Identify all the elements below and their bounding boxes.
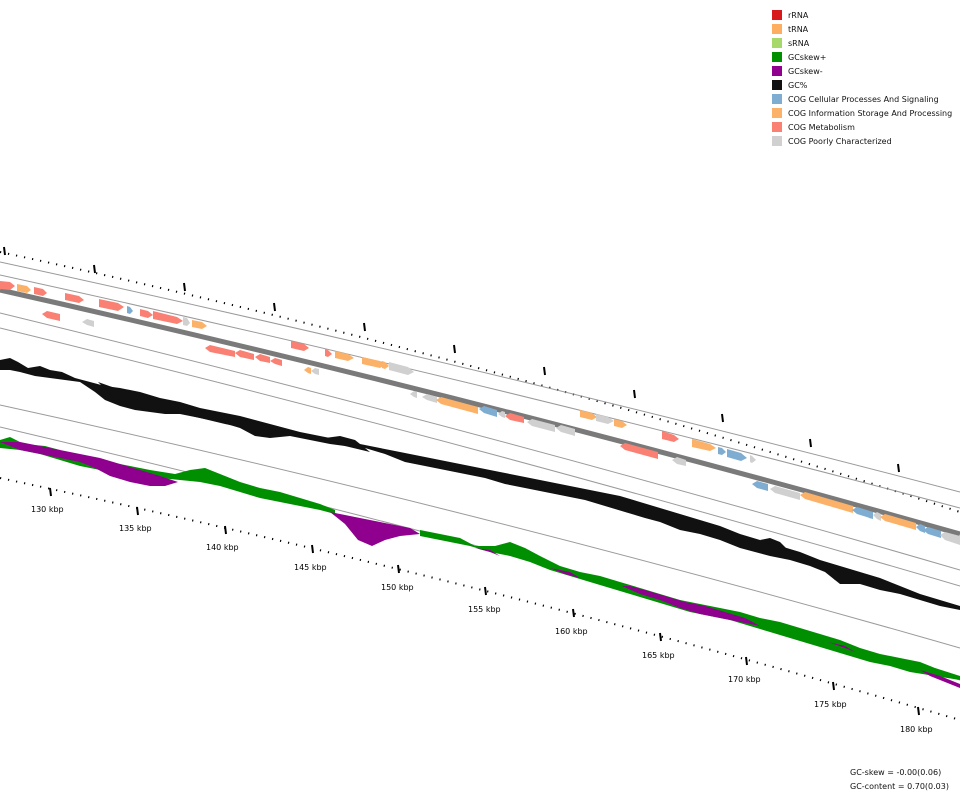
legend-item-srna: sRNA xyxy=(772,36,952,50)
gc-content-track xyxy=(0,358,960,610)
legend-label: GC% xyxy=(788,80,808,90)
tick-label: 140 kbp xyxy=(206,543,239,552)
tick-label: 145 kbp xyxy=(294,563,327,572)
legend-item-gcskew-plus: GCskew+ xyxy=(772,50,952,64)
legend-item-cog-poorly: COG Poorly Characterized xyxy=(772,134,952,148)
legend-label: COG Information Storage And Processing xyxy=(788,108,953,118)
legend-item-gc-percent: GC% xyxy=(772,78,952,92)
legend-item-rrna: rRNA xyxy=(772,8,952,22)
legend-swatch xyxy=(772,52,782,62)
tick-label: 170 kbp xyxy=(728,675,761,684)
legend-label: rRNA xyxy=(788,10,809,20)
gc-content-stat: GC-content = 0.70(0.03) xyxy=(850,782,949,791)
legend-swatch xyxy=(772,24,782,34)
legend-label: GCskew+ xyxy=(788,52,827,62)
stats-panel: GC-skew = -0.00(0.06) GC-content = 0.70(… xyxy=(850,766,949,794)
tick-label: 135 kbp xyxy=(119,524,152,533)
legend-item-trna: tRNA xyxy=(772,22,952,36)
reverse-strand-genes xyxy=(42,311,960,545)
legend-swatch xyxy=(772,122,782,132)
tick-label: 175 kbp xyxy=(814,700,847,709)
legend-swatch xyxy=(772,108,782,118)
legend-item-gcskew-minus: GCskew- xyxy=(772,64,952,78)
legend-swatch xyxy=(772,38,782,48)
forward-strand-genes xyxy=(0,281,756,463)
tick-label: 155 kbp xyxy=(468,605,501,614)
tick-label: 160 kbp xyxy=(555,627,588,636)
legend: rRNA tRNA sRNA GCskew+ GCskew- GC% COG C… xyxy=(772,8,952,148)
legend-swatch xyxy=(772,80,782,90)
legend-item-cog-cellular: COG Cellular Processes And Signaling xyxy=(772,92,952,106)
tick-label: 165 kbp xyxy=(642,651,675,660)
legend-item-cog-metabolism: COG Metabolism xyxy=(772,120,952,134)
tick-label: 150 kbp xyxy=(381,583,414,592)
legend-swatch xyxy=(772,66,782,76)
legend-swatch xyxy=(772,94,782,104)
tick-label: 180 kbp xyxy=(900,725,933,734)
legend-swatch xyxy=(772,136,782,146)
tick-label: 130 kbp xyxy=(31,505,64,514)
legend-item-cog-information: COG Information Storage And Processing xyxy=(772,106,952,120)
inner-tick-ring xyxy=(0,477,960,721)
gc-skew-track xyxy=(0,437,960,688)
genome-backbone xyxy=(0,287,960,537)
legend-label: sRNA xyxy=(788,38,810,48)
gc-skew-negative xyxy=(0,442,178,486)
gc-skew-stat: GC-skew = -0.00(0.06) xyxy=(850,768,942,777)
legend-label: COG Metabolism xyxy=(788,122,855,132)
legend-label: tRNA xyxy=(788,24,809,34)
gc-skew-positive xyxy=(0,437,335,514)
outer-tick-ring xyxy=(0,246,960,513)
legend-swatch xyxy=(772,10,782,20)
tick-labels: 130 kbp 135 kbp 140 kbp 145 kbp 150 kbp … xyxy=(31,505,933,734)
legend-label: COG Cellular Processes And Signaling xyxy=(788,94,939,104)
legend-label: GCskew- xyxy=(788,66,823,76)
legend-label: COG Poorly Characterized xyxy=(788,136,892,146)
